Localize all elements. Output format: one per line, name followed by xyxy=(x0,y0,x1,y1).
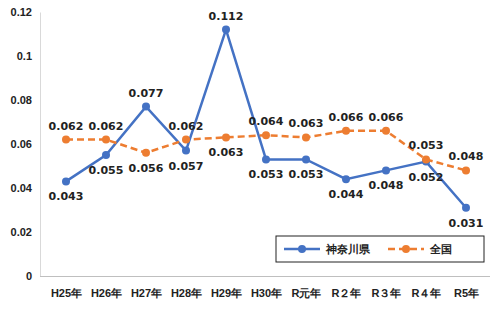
data-label: 0.064 xyxy=(249,115,284,128)
series-marker xyxy=(262,155,270,163)
series-marker xyxy=(342,175,350,183)
x-tick-label: H29年 xyxy=(211,287,242,299)
y-tick: 0.06 xyxy=(11,138,40,150)
data-label: 0.031 xyxy=(449,217,484,230)
data-label: 0.043 xyxy=(49,190,84,203)
x-tick-label: R３年 xyxy=(372,287,402,299)
legend-marker xyxy=(402,245,410,253)
y-tick-label: 0.12 xyxy=(11,6,32,18)
y-tick-label: 0.04 xyxy=(11,182,33,194)
data-label: 0.048 xyxy=(449,150,484,163)
data-label: 0.052 xyxy=(409,171,444,184)
y-tick: 0 xyxy=(26,270,40,282)
legend: 神奈川県 全国 xyxy=(276,236,484,262)
series-marker xyxy=(182,136,190,144)
legend-label: 全国 xyxy=(429,243,452,256)
x-tick-label: H30年 xyxy=(251,287,282,299)
series-marker xyxy=(182,147,190,155)
legend-entry: 全国 xyxy=(388,243,452,256)
y-tick: 0.12 xyxy=(11,6,40,18)
data-label: 0.044 xyxy=(329,188,364,201)
series-marker xyxy=(142,149,150,157)
data-label: 0.053 xyxy=(289,168,324,181)
x-tick-label: R４年 xyxy=(412,287,442,299)
plot-marks xyxy=(62,26,470,212)
x-tick: H25年 xyxy=(51,276,82,299)
series-marker xyxy=(302,155,310,163)
x-tick: R４年 xyxy=(412,276,442,299)
data-label: 0.112 xyxy=(209,10,244,23)
x-tick-label: R元年 xyxy=(292,287,322,299)
chart-svg: 0 0.02 0.04 0.06 0.08 0.1 0.12 H25年 H26年 H27年 H28年… xyxy=(0,0,500,310)
data-label: 0.063 xyxy=(209,146,244,159)
data-label: 0.056 xyxy=(129,162,164,175)
x-tick-label: H28年 xyxy=(171,287,202,299)
y-tick-label: 0.06 xyxy=(11,138,32,150)
legend-box xyxy=(276,236,484,262)
series-marker xyxy=(62,177,70,185)
y-tick-label: 0.08 xyxy=(11,94,32,106)
series-marker xyxy=(222,26,230,34)
series-marker xyxy=(462,204,470,212)
y-axis: 0 0.02 0.04 0.06 0.08 0.1 0.12 xyxy=(11,6,41,282)
data-label: 0.048 xyxy=(369,179,404,192)
data-label: 0.062 xyxy=(49,120,84,133)
x-tick: H28年 xyxy=(171,276,202,299)
series-line xyxy=(66,30,466,208)
data-labels: 0.043 0.055 0.077 0.057 0.112 0.053 0.053 0.044… xyxy=(49,10,484,230)
y-tick: 0.04 xyxy=(11,182,40,194)
series-marker xyxy=(382,127,390,135)
x-axis-line xyxy=(40,276,490,277)
y-tick-label: 0 xyxy=(26,270,32,282)
x-tick: R３年 xyxy=(372,276,402,299)
series-marker xyxy=(422,155,430,163)
y-tick: 0.08 xyxy=(11,94,40,106)
data-label: 0.077 xyxy=(129,87,164,100)
x-tick-label: H27年 xyxy=(131,287,162,299)
y-tick-label: 0.1 xyxy=(17,50,32,62)
y-tick: 0.02 xyxy=(11,226,40,238)
data-label: 0.066 xyxy=(369,111,404,124)
x-tick-label: H25年 xyxy=(51,287,82,299)
series-marker xyxy=(302,133,310,141)
x-tick: R２年 xyxy=(332,276,362,299)
chart-container: 0 0.02 0.04 0.06 0.08 0.1 0.12 H25年 H26年 H27年 H28年… xyxy=(0,0,500,310)
data-label: 0.053 xyxy=(409,139,444,152)
y-tick: 0.1 xyxy=(17,50,40,62)
data-label: 0.055 xyxy=(89,164,124,177)
x-tick: H26年 xyxy=(91,276,122,299)
x-tick-label: H26年 xyxy=(91,287,122,299)
series-marker xyxy=(342,127,350,135)
x-tick-label: R5年 xyxy=(454,287,479,299)
series-marker xyxy=(382,166,390,174)
series-marker xyxy=(102,151,110,159)
series-marker xyxy=(262,131,270,139)
series-marker xyxy=(102,136,110,144)
data-label: 0.062 xyxy=(89,120,124,133)
data-label: 0.066 xyxy=(329,111,364,124)
data-label: 0.057 xyxy=(169,160,204,173)
y-axis-line xyxy=(40,13,41,277)
y-tick-label: 0.02 xyxy=(11,226,32,238)
x-tick-label: R２年 xyxy=(332,287,362,299)
series-marker xyxy=(142,103,150,111)
x-tick: R5年 xyxy=(454,276,479,299)
x-tick: H29年 xyxy=(211,276,242,299)
legend-label: 神奈川県 xyxy=(325,243,371,256)
x-tick: H27年 xyxy=(131,276,162,299)
legend-marker xyxy=(298,245,306,253)
series-line xyxy=(66,131,466,171)
data-label: 0.063 xyxy=(289,117,324,130)
series-marker xyxy=(462,166,470,174)
data-label: 0.062 xyxy=(169,120,204,133)
data-label: 0.053 xyxy=(249,168,284,181)
series-marker xyxy=(222,133,230,141)
x-axis: H25年 H26年 H27年 H28年 H29年 H30年 R元年 R２年 R３年 R４年 R5年 xyxy=(40,276,490,299)
x-tick: R元年 xyxy=(292,276,322,299)
x-tick: H30年 xyxy=(251,276,282,299)
legend-entry: 神奈川県 xyxy=(284,243,371,256)
series-marker xyxy=(62,136,70,144)
